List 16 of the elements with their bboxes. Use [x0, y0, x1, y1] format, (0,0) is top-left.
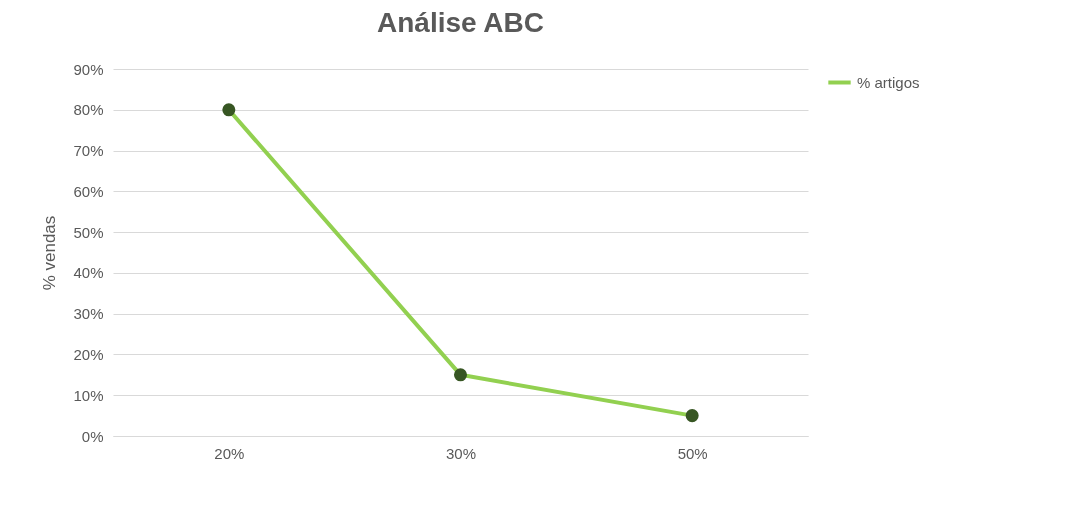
y-tick-label: 80% — [73, 101, 104, 119]
legend-label: % artigos — [857, 73, 920, 91]
y-tick-label: 70% — [73, 142, 104, 160]
y-tick-label: 60% — [73, 182, 104, 200]
x-tick-label: 20% — [214, 444, 245, 462]
y-tick-label: 50% — [73, 223, 104, 241]
x-tick-label: 30% — [445, 444, 477, 462]
y-axis-title: % vendas — [40, 215, 60, 291]
y-tick-label: 90% — [73, 60, 104, 78]
y-tick-label: 10% — [73, 386, 104, 404]
y-tick-label: 40% — [73, 264, 104, 282]
y-tick-label: 20% — [73, 345, 104, 363]
y-tick-label: 30% — [73, 305, 104, 323]
chart-title: Análise ABC — [376, 7, 545, 38]
x-tick-label: 50% — [677, 444, 708, 462]
y-tick-label: 0% — [81, 427, 104, 445]
